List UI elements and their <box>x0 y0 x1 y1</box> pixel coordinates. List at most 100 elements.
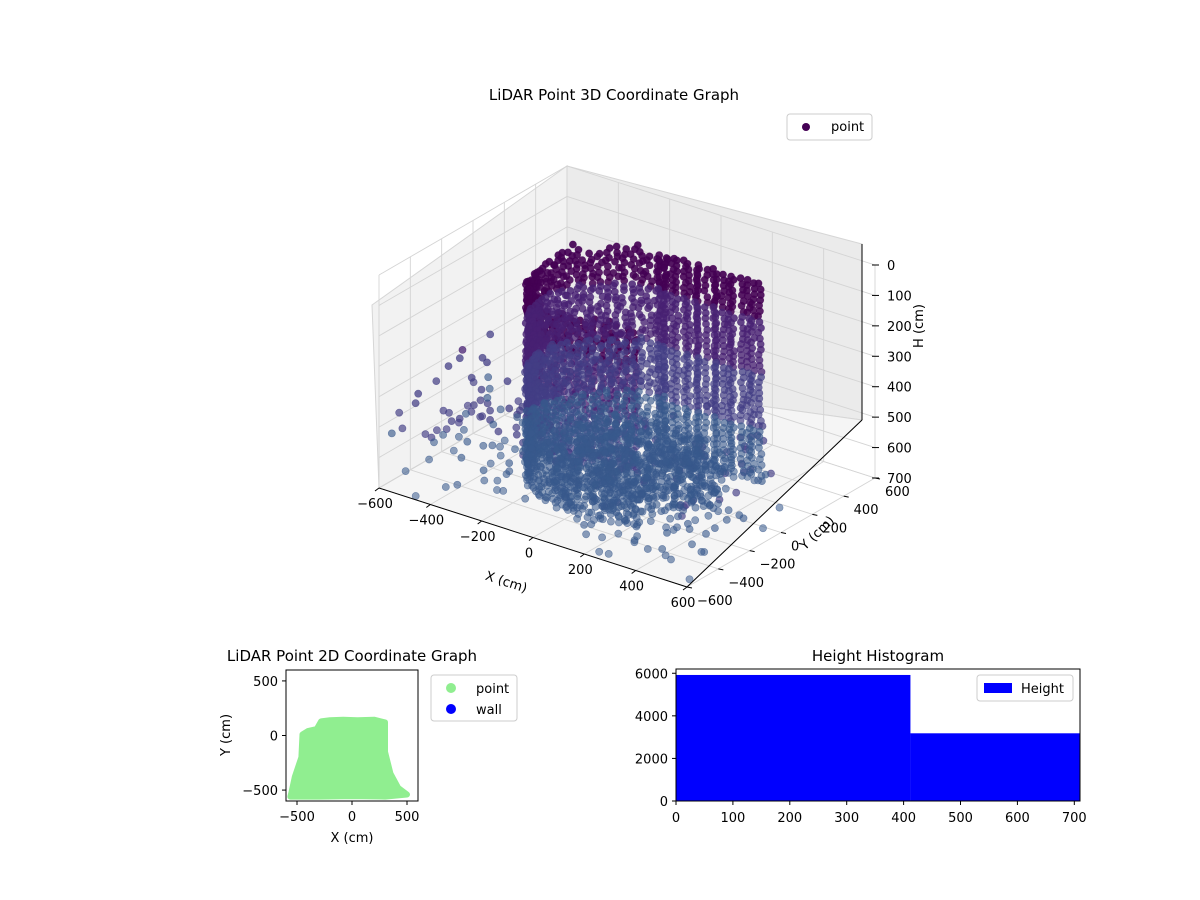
legend-3d: point <box>786 113 873 141</box>
lidar-point-3d <box>523 481 532 490</box>
x-tick-3d <box>477 520 482 525</box>
lidar-point-3d <box>459 425 468 434</box>
y-tick-label-2d: 500 <box>253 675 278 690</box>
grid-line-3d <box>378 196 568 306</box>
lidar-point-3d <box>704 491 713 500</box>
lidar-point-3d <box>642 436 651 445</box>
lidar-point-3d <box>645 261 654 270</box>
lidar-point-3d <box>711 488 720 497</box>
lidar-point-3d <box>484 373 493 382</box>
grid-line-3d <box>566 196 876 296</box>
lidar-point-3d <box>651 356 659 364</box>
lidar-point-3d <box>607 517 615 526</box>
lidar-point-3d <box>603 392 612 401</box>
lidar-point-3d <box>585 404 594 413</box>
lidar-point-3d <box>591 480 599 489</box>
lidar-point-3d <box>558 442 567 451</box>
lidar-point-3d <box>574 510 583 518</box>
lidar-point-3d <box>486 330 495 339</box>
lidar-point-3d <box>488 441 497 450</box>
lidar-point-3d <box>630 520 638 528</box>
lidar-point-3d <box>457 453 466 462</box>
lidar-point-3d <box>453 480 462 489</box>
lidar-point-3d <box>578 297 587 306</box>
chart-3d-title: LiDAR Point 3D Coordinate Graph <box>489 86 739 104</box>
chart-2d: LiDAR Point 2D Coordinate Graph −500 0 500… <box>219 647 518 846</box>
lidar-point-3d <box>421 430 430 438</box>
lidar-point-3d <box>606 380 615 389</box>
lidar-point-3d <box>478 353 487 362</box>
lidar-point-3d <box>635 439 643 448</box>
lidar-point-3d <box>661 551 670 560</box>
lidar-point-3d <box>615 518 623 527</box>
lidar-point-3d <box>611 257 619 266</box>
lidar-point-3d <box>541 322 549 331</box>
lidar-point-3d <box>701 462 710 471</box>
lidar-point-3d <box>661 273 670 282</box>
lidar-point-3d <box>553 476 561 485</box>
x-tick-label-hist: 400 <box>891 811 916 826</box>
lidar-point-3d <box>686 491 694 500</box>
legend-2d-marker-wall <box>446 704 456 714</box>
lidar-point-3d <box>411 399 420 408</box>
x-tick-3d <box>631 570 636 574</box>
lidar-point-3d <box>586 439 595 448</box>
x-tick-label-2d: 0 <box>348 810 356 825</box>
lidar-point-3d <box>637 420 646 429</box>
lidar-point-3d <box>724 506 733 515</box>
y-tick-label-3d: −400 <box>728 576 764 591</box>
lidar-point-3d <box>626 332 635 340</box>
lidar-point-3d <box>588 492 597 501</box>
point-cloud-3d <box>387 240 784 584</box>
legend-hist-swatch <box>984 683 1012 693</box>
x-tick-label-3d: −600 <box>357 497 393 512</box>
lidar-point-3d <box>476 396 485 405</box>
lidar-point-3d <box>601 331 610 340</box>
lidar-point-3d <box>631 504 640 513</box>
lidar-point-3d <box>648 510 657 518</box>
lidar-point-3d <box>552 503 561 512</box>
lidar-point-3d <box>595 547 604 556</box>
y-tick-3d <box>812 513 818 516</box>
lidar-point-3d <box>688 540 696 549</box>
lidar-point-3d <box>512 430 521 439</box>
lidar-point-3d <box>570 333 579 342</box>
lidar-point-3d <box>628 494 637 502</box>
x-tick-label-3d: −200 <box>460 530 496 545</box>
lidar-point-3d <box>499 486 508 495</box>
lidar-point-3d <box>714 507 723 516</box>
lidar-point-3d <box>477 385 486 394</box>
lidar-point-3d <box>483 393 492 402</box>
lidar-point-3d <box>660 445 669 454</box>
legend-hist: Height <box>976 674 1074 702</box>
histogram-bar <box>676 674 911 801</box>
lidar-point-3d <box>674 512 682 521</box>
lidar-point-3d <box>693 461 702 470</box>
lidar-point-3d <box>614 272 623 281</box>
lidar-point-3d <box>674 466 682 475</box>
lidar-point-3d <box>494 427 503 436</box>
lidar-point-3d <box>581 495 589 504</box>
lidar-point-3d <box>638 507 647 516</box>
lidar-point-3d <box>620 486 629 495</box>
lidar-point-3d <box>512 423 521 432</box>
lidar-point-3d <box>754 476 762 485</box>
legend-2d-label-wall: wall <box>476 703 502 718</box>
x-tick-3d <box>374 487 380 492</box>
lidar-point-3d <box>430 438 438 447</box>
histogram-title: Height Histogram <box>812 647 944 665</box>
lidar-point-3d <box>596 344 604 353</box>
y-tick-3d <box>780 532 787 534</box>
lidar-point-3d <box>582 530 590 539</box>
lidar-point-3d <box>401 467 410 475</box>
lidar-point-3d <box>476 412 485 421</box>
lidar-point-3d <box>700 286 709 295</box>
lidar-point-3d <box>638 411 647 419</box>
lidar-point-3d <box>564 506 572 514</box>
x-axis-label-2d: X (cm) <box>331 831 374 846</box>
y-tick-3d <box>749 550 755 553</box>
lidar-point-3d <box>496 451 505 460</box>
lidar-point-3d <box>612 450 620 459</box>
lidar-point-3d <box>556 384 565 393</box>
lidar-point-3d <box>496 405 505 414</box>
